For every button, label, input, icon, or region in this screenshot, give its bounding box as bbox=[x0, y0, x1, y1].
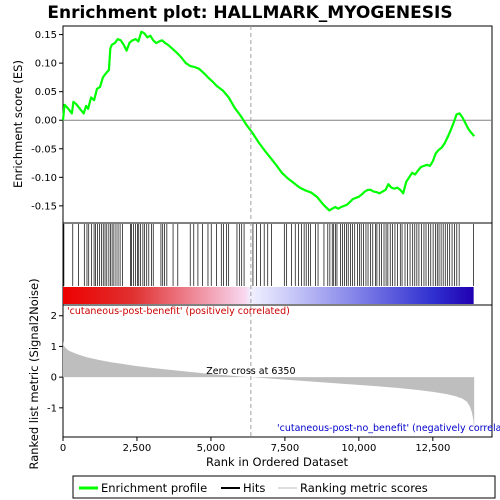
legend-box bbox=[72, 475, 496, 499]
rank-y-tick-label: 2 bbox=[51, 311, 57, 322]
rank-y-tick-label: 1 bbox=[51, 342, 57, 353]
chart-title: Enrichment plot: HALLMARK_MYOGENESIS bbox=[47, 3, 452, 23]
negative-label: 'cutaneous-post-no_benefit' (negatively … bbox=[277, 423, 500, 434]
hits-panel bbox=[62, 222, 493, 306]
es-y-tick-label: 0.00 bbox=[35, 116, 57, 127]
legend-ranking-label: Ranking metric scores bbox=[300, 481, 428, 495]
legend-hits-label: Hits bbox=[243, 481, 265, 495]
es-y-tick-label: 0.10 bbox=[35, 59, 57, 70]
rank-axis-label: Ranked list metric (Signal2Noise) bbox=[27, 278, 41, 469]
legend-enrichment-label: Enrichment profile bbox=[101, 481, 207, 495]
x-tick-label: 12,500 bbox=[415, 443, 450, 454]
x-tick-label: 10,000 bbox=[341, 443, 376, 454]
x-axis-label: Rank in Ordered Dataset bbox=[206, 455, 349, 469]
ranking-panel: Zero cross at 6350 'cutaneous-post-benefi… bbox=[47, 26, 500, 454]
rank-color-bar bbox=[63, 287, 474, 304]
es-y-tick-label: -0.05 bbox=[31, 144, 57, 155]
es-axis-label: Enrichment score (ES) bbox=[11, 60, 25, 188]
legend: Enrichment profile Hits Ranking metric s… bbox=[72, 475, 496, 499]
zero-cross-label: Zero cross at 6350 bbox=[206, 366, 295, 377]
x-tick-label: 0 bbox=[60, 443, 66, 454]
es-y-tick-label: -0.10 bbox=[31, 173, 57, 184]
x-tick-label: 2,500 bbox=[123, 443, 152, 454]
x-tick-label: 7,500 bbox=[271, 443, 300, 454]
positive-label: 'cutaneous-post-benefit' (positively cor… bbox=[67, 306, 290, 317]
rank-y-tick-label: 0 bbox=[51, 373, 57, 384]
es-y-tick-label: -0.15 bbox=[31, 201, 57, 212]
rank-y-tick-label: -1 bbox=[47, 403, 57, 414]
es-y-tick-label: 0.15 bbox=[35, 30, 57, 41]
enrichment-profile-line bbox=[61, 30, 476, 212]
x-tick-label: 5,000 bbox=[197, 443, 226, 454]
ranking-metric-area bbox=[63, 340, 475, 431]
es-y-tick-label: 0.05 bbox=[35, 87, 57, 98]
